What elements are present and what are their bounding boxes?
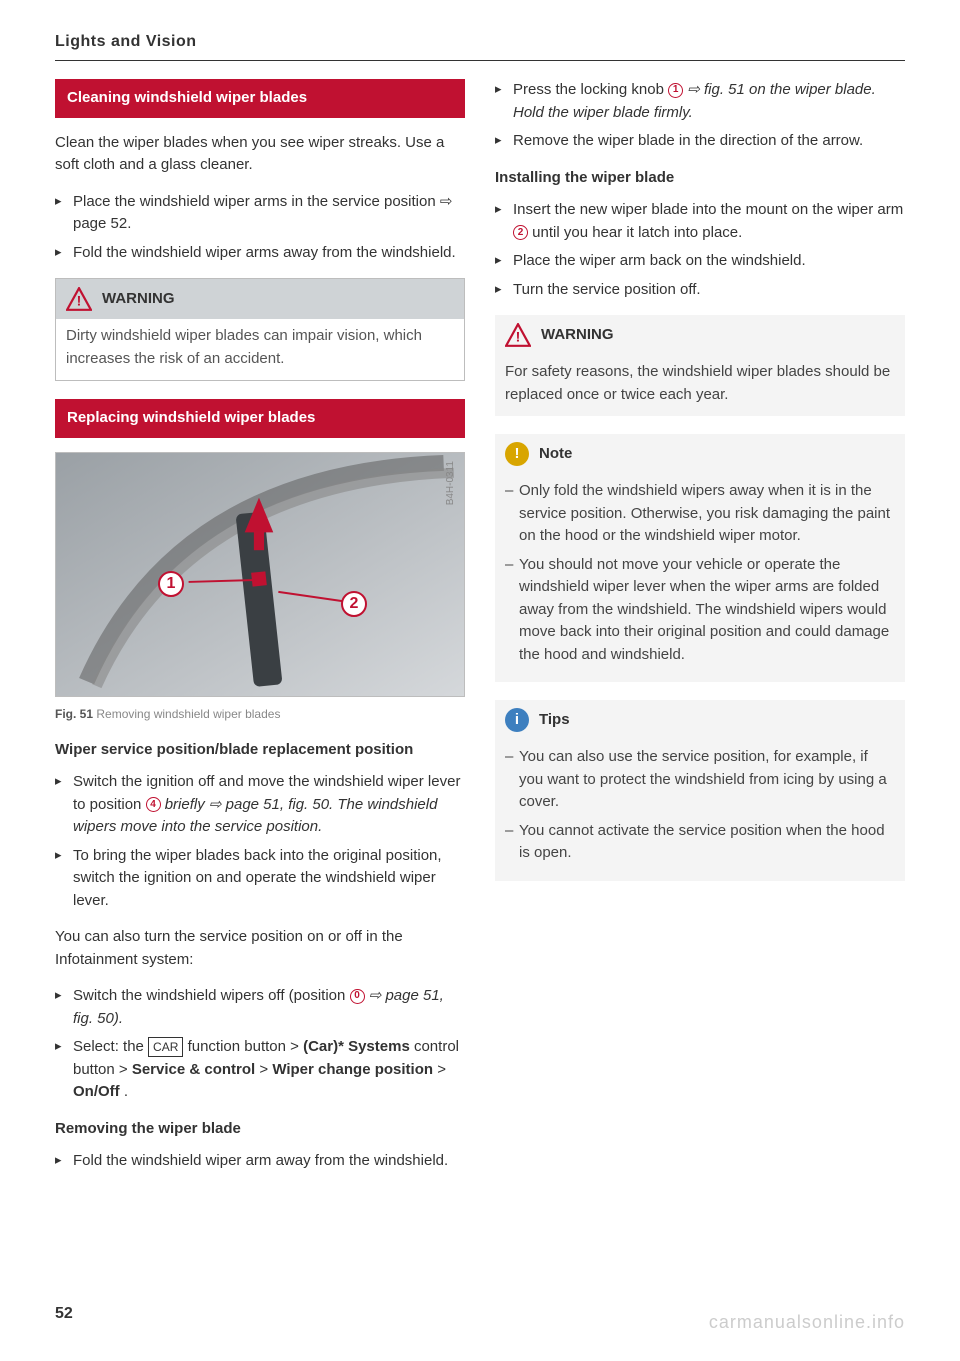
warning-title: WARNING [102,288,175,311]
step-item: Switch the windshield wipers off (positi… [55,985,465,1030]
note-header: ! Note [495,434,905,474]
menu-path: (Car)* Systems [303,1038,410,1055]
step-item: Turn the service position off. [495,279,905,302]
steps-infotainment: Switch the windshield wipers off (positi… [55,985,465,1104]
circled-number-icon: 1 [668,83,683,98]
step-text: Select: the [73,1038,148,1055]
step-text: > [259,1061,272,1078]
figure-caption: Fig. 51 Removing windshield wiper blades [55,705,465,723]
info-icon: i [505,708,529,732]
note-item: You should not move your vehicle or oper… [505,554,895,667]
tips-item: You can also use the service position, f… [505,746,895,814]
steps-removing: Fold the windshield wiper arm away from … [55,1150,465,1173]
step-text: Press the locking knob [513,81,668,98]
paragraph: You can also turn the service position o… [55,926,465,971]
figure-callout-2: 2 [341,591,367,617]
figure-code: B4H-0311 [443,461,458,505]
note-icon: ! [505,442,529,466]
figure-caption-text: Removing windshield wiper blades [96,707,280,721]
subhead-removing: Removing the wiper blade [55,1118,465,1141]
banner-cleaning: Cleaning windshield wiper blades [55,79,465,118]
intro-text: Clean the wiper blades when you see wipe… [55,132,465,177]
circled-number-icon: 4 [146,797,161,812]
page-number: 52 [55,1302,73,1326]
menu-path: Service & control [132,1061,255,1078]
step-item: Press the locking knob 1 ⇨ fig. 51 on th… [495,79,905,124]
step-item: Remove the wiper blade in the direction … [495,130,905,153]
note-body: Only fold the windshield wipers away whe… [495,474,905,682]
step-item: Switch the ignition off and move the win… [55,771,465,839]
banner-replacing: Replacing windshield wiper blades [55,399,465,438]
tips-box: i Tips You can also use the service posi… [495,700,905,881]
circled-number-icon: 0 [350,989,365,1004]
warning-body: For safety reasons, the windshield wiper… [495,355,905,416]
subhead-service-pos: Wiper service position/blade replacement… [55,739,465,762]
warning-title: WARNING [541,324,614,347]
left-column: Cleaning windshield wiper blades Clean t… [55,79,465,1187]
watermark: carmanualsonline.info [709,1309,905,1336]
menu-path: On/Off [73,1083,120,1100]
step-text: > [437,1061,446,1078]
step-item: Fold the windshield wiper arms away from… [55,242,465,265]
warning-box: ! WARNING Dirty windshield wiper blades … [55,278,465,381]
step-item: Select: the CAR function button > (Car)*… [55,1036,465,1104]
note-title: Note [539,443,572,466]
tips-item: You cannot activate the service position… [505,820,895,865]
warning-box: ! WARNING For safety reasons, the windsh… [495,315,905,416]
step-text: until you hear it latch into place. [532,224,742,241]
figure-callout-1: 1 [158,571,184,597]
steps-installing: Insert the new wiper blade into the moun… [495,199,905,301]
subhead-installing: Installing the wiper blade [495,167,905,190]
warning-header: ! WARNING [495,315,905,355]
step-item: Insert the new wiper blade into the moun… [495,199,905,244]
warning-triangle-icon: ! [66,287,92,311]
section-header: Lights and Vision [55,30,905,61]
step-text: . [124,1083,128,1100]
figure-label: Fig. 51 [55,707,93,721]
warning-body: Dirty windshield wiper blades can impair… [56,319,464,380]
step-item: Fold the windshield wiper arm away from … [55,1150,465,1173]
step-text: function button > [188,1038,304,1055]
circled-number-icon: 2 [513,225,528,240]
note-box: ! Note Only fold the windshield wipers a… [495,434,905,682]
tips-title: Tips [539,709,570,732]
warning-header: ! WARNING [56,279,464,319]
right-column: Press the locking knob 1 ⇨ fig. 51 on th… [495,79,905,1187]
svg-text:!: ! [516,329,521,345]
tips-header: i Tips [495,700,905,740]
steps-service-pos: Switch the ignition off and move the win… [55,771,465,912]
tips-body: You can also use the service position, f… [495,740,905,881]
menu-path: Wiper change position [272,1061,433,1078]
car-button-icon: CAR [148,1037,183,1057]
step-item: To bring the wiper blades back into the … [55,845,465,913]
step-text: Switch the windshield wipers off (positi… [73,987,350,1004]
step-text: Insert the new wiper blade into the moun… [513,201,903,218]
step-item: Place the windshield wiper arms in the s… [55,191,465,236]
steps-cleaning: Place the windshield wiper arms in the s… [55,191,465,265]
warning-triangle-icon: ! [505,323,531,347]
figure-51: B4H-0311 1 2 [55,452,465,697]
steps-press-knob: Press the locking knob 1 ⇨ fig. 51 on th… [495,79,905,153]
svg-text:!: ! [77,293,82,309]
step-item: Place the wiper arm back on the windshie… [495,250,905,273]
note-item: Only fold the windshield wipers away whe… [505,480,895,548]
